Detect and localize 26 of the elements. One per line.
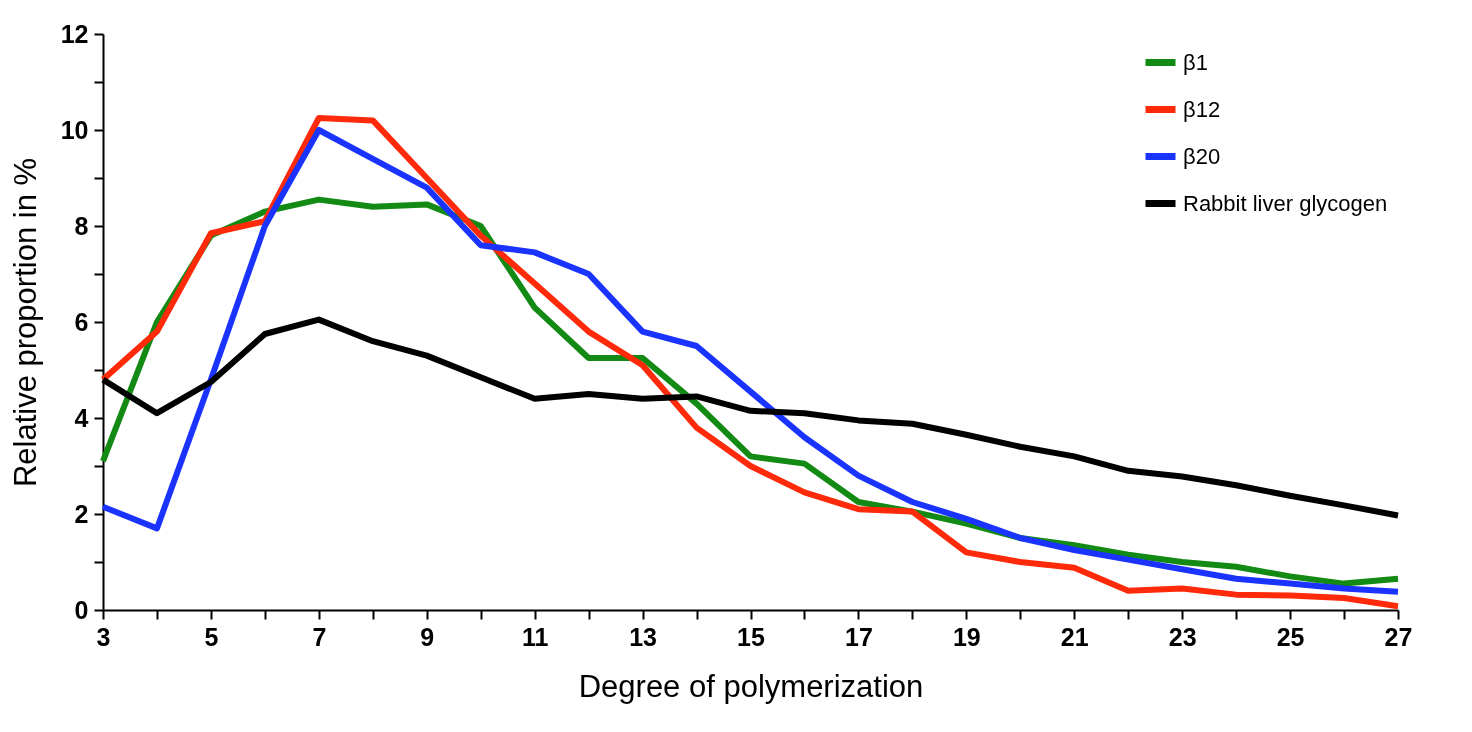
x-tick-label: 11 (521, 622, 549, 651)
x-axis-title: Degree of polymerization (578, 668, 924, 704)
y-axis-title: Relative proportion in % (7, 157, 43, 488)
x-tick-label: 9 (420, 622, 435, 651)
y-tick-label: 6 (74, 307, 89, 336)
x-tick-label: 13 (629, 622, 657, 651)
y-tick-label: 4 (74, 403, 89, 432)
legend-label: Rabbit liver glycogen (1183, 190, 1388, 216)
x-tick-label: 25 (1276, 622, 1305, 651)
x-tick-label: 3 (96, 622, 111, 651)
y-tick-label: 2 (74, 499, 89, 528)
x-tick-label: 19 (952, 622, 981, 651)
legend-label: β1 (1183, 49, 1208, 75)
legend-label: β20 (1183, 143, 1221, 169)
x-tick-label: 15 (737, 622, 765, 651)
y-tick-label: 10 (60, 115, 89, 144)
x-tick-label: 5 (204, 622, 219, 651)
y-tick-label: 0 (74, 595, 89, 624)
y-tick-label: 8 (74, 211, 89, 240)
x-tick-label: 23 (1168, 622, 1197, 651)
y-tick-label: 12 (60, 19, 89, 48)
x-tick-label: 17 (845, 622, 873, 651)
x-tick-label: 7 (312, 622, 327, 651)
legend-label: β12 (1183, 96, 1221, 122)
x-tick-label: 27 (1384, 622, 1413, 651)
x-tick-label: 21 (1060, 622, 1089, 651)
